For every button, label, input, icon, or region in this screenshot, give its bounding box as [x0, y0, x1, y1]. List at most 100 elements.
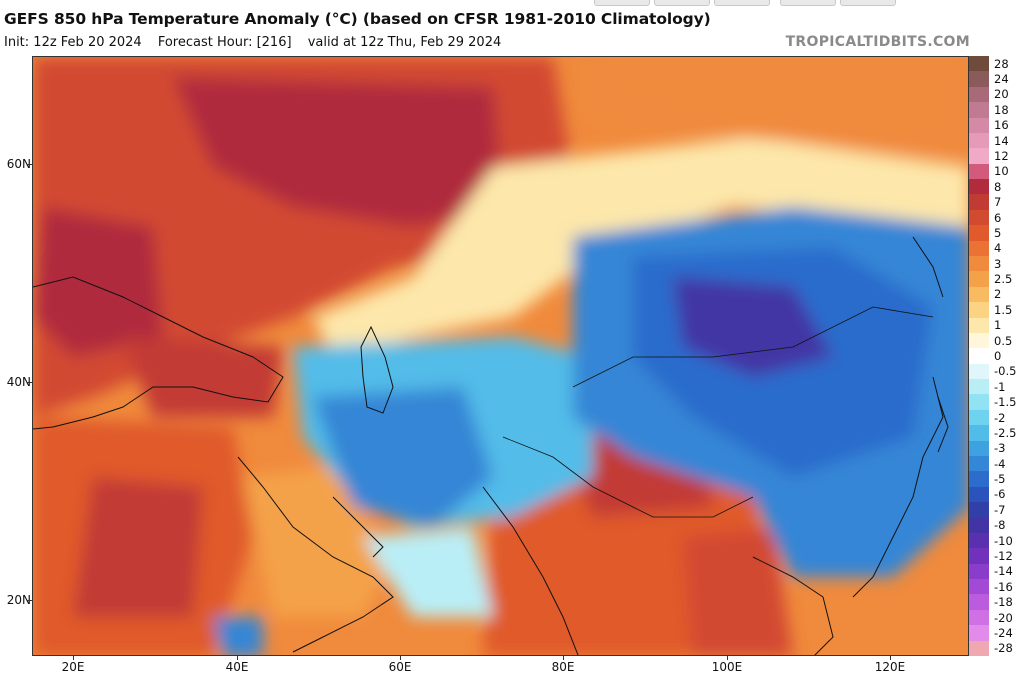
legend-label: -12 [994, 549, 1013, 563]
tab-button[interactable] [654, 0, 710, 6]
legend-swatch [969, 286, 989, 303]
coastlines [33, 236, 949, 655]
lon-label: 20E [61, 660, 85, 674]
lon-tick [400, 656, 401, 660]
legend-swatch [969, 456, 989, 472]
brand-watermark: TROPICALTIDBITS.COM [785, 34, 970, 50]
legend-swatch [969, 363, 989, 380]
lon-tick [890, 656, 891, 660]
forecast-hour: Forecast Hour: [216] [157, 35, 292, 50]
lon-tick [563, 656, 564, 660]
legend-label: -0.5 [994, 364, 1017, 379]
lon-label: 120E [874, 660, 906, 674]
legend-label: 2 [994, 287, 1002, 302]
coast-sakhalin [912, 236, 944, 298]
lon-label: 100E [711, 660, 743, 674]
tab-button[interactable] [594, 0, 650, 6]
coast-gulf [332, 496, 384, 558]
warm-northeast [593, 57, 968, 157]
cold-arabia-sea [363, 527, 493, 617]
init-time: Init: 12z Feb 20 2024 [4, 35, 142, 50]
legend-swatch [969, 548, 989, 565]
legend-swatch [969, 640, 989, 657]
legend-label: 10 [994, 164, 1009, 179]
border-china [572, 306, 934, 388]
legend-label: -18 [994, 595, 1013, 610]
legend-label: 3 [994, 256, 1002, 271]
legend-label: -16 [994, 579, 1013, 594]
legend-swatch [969, 225, 989, 242]
legend-swatch [969, 471, 989, 488]
legend-label: 6 [994, 210, 1002, 225]
legend-swatch [969, 102, 989, 119]
legend-label: 28 [994, 56, 1009, 71]
legend-swatch [969, 394, 989, 411]
legend-swatch [969, 86, 989, 103]
legend-swatch [969, 579, 989, 595]
legend-swatch [969, 163, 989, 180]
warm-africa-core [73, 477, 203, 617]
coast-korea [937, 396, 949, 453]
legend-label: -8 [994, 518, 1006, 533]
legend-swatch [969, 240, 989, 257]
warm-europe-core [33, 207, 163, 357]
lat-label: 40N [6, 375, 31, 389]
legend-swatch [969, 379, 989, 395]
lat-tick [27, 164, 32, 165]
legend-swatch [969, 502, 989, 519]
cold-iran [313, 387, 493, 527]
legend-label: -5 [994, 472, 1006, 487]
legend-swatch [969, 302, 989, 319]
legend-label: -4 [994, 456, 1006, 471]
tab-button[interactable] [714, 0, 770, 6]
tab-button[interactable] [780, 0, 836, 6]
legend-swatch [969, 425, 989, 442]
lon-tick [727, 656, 728, 660]
legend-label: 8 [994, 179, 1002, 194]
legend-swatch [969, 594, 989, 611]
color-legend: 28 24 20 18 16 14 12 10 8 7 6 5 4 3 2.5 2 1.5 1 0.5 0 -0.5 -1… [969, 56, 1016, 657]
lat-label: 60N [6, 157, 31, 171]
legend-label: 12 [994, 149, 1009, 163]
legend-swatch [969, 209, 989, 226]
legend-label: -1 [994, 379, 1006, 394]
legend-swatch [969, 317, 989, 334]
legend-label: -2 [994, 410, 1006, 425]
legend-label: 4 [994, 241, 1002, 256]
lon-label: 40E [225, 660, 249, 674]
legend-label: 14 [994, 133, 1009, 148]
pale-band [313, 137, 968, 357]
legend-swatch [969, 179, 989, 195]
lat-tick [27, 600, 32, 601]
warm-turkey [123, 337, 283, 417]
legend-swatch [969, 256, 989, 272]
coast-seasia [752, 556, 834, 655]
warm-russia-core [173, 77, 503, 227]
legend-label: 16 [994, 118, 1009, 133]
legend-swatch [969, 625, 989, 642]
legend-swatch [969, 271, 989, 288]
legend-label: -10 [994, 533, 1013, 548]
legend-label: 2.5 [994, 272, 1013, 287]
tab-button[interactable] [840, 0, 896, 6]
legend-swatch [969, 409, 989, 426]
coast-china-east [852, 376, 944, 598]
anomaly-map [32, 56, 969, 656]
legend-swatch [969, 532, 989, 549]
legend-label: 1.5 [994, 302, 1013, 317]
legend-swatch [969, 117, 989, 134]
warm-seasia [683, 527, 793, 655]
legend-label: 20 [994, 87, 1009, 102]
legend-swatch [969, 348, 989, 365]
legend-label: -7 [994, 502, 1006, 517]
legend-label: -24 [994, 625, 1013, 640]
legend-swatch [969, 71, 989, 88]
map-subtitle: Init: 12z Feb 20 2024 Forecast Hour: [21… [4, 35, 513, 50]
legend-label: -2.5 [994, 425, 1017, 440]
border-himalaya [502, 436, 754, 518]
legend-label: 18 [994, 102, 1009, 117]
legend-swatch [969, 332, 989, 349]
legend-swatch [969, 440, 989, 457]
legend-label: -14 [994, 564, 1013, 579]
legend-swatch [969, 194, 989, 211]
